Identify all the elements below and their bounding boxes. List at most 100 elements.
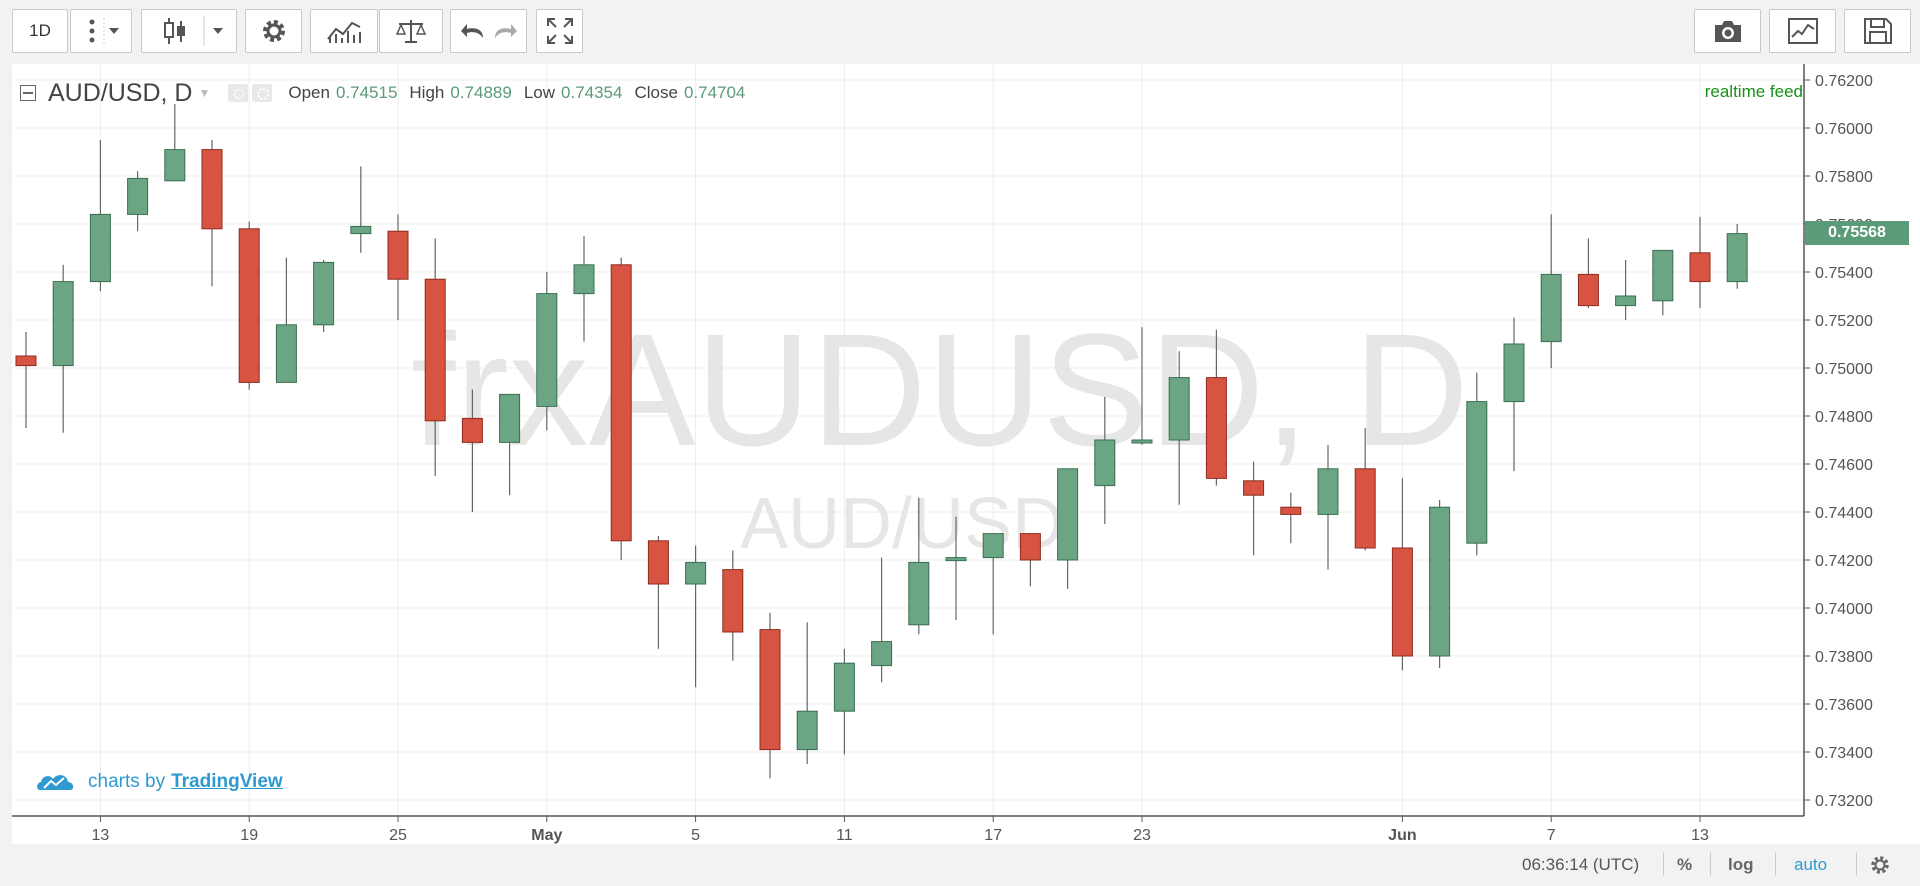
open-value: 0.74515 (335, 83, 398, 102)
candle[interactable] (1429, 500, 1451, 668)
percent-toggle[interactable]: % (1677, 855, 1693, 874)
candle[interactable] (1577, 238, 1599, 308)
candle[interactable] (1168, 351, 1190, 505)
candle[interactable] (1243, 461, 1265, 556)
candle-body (350, 225, 372, 235)
candle[interactable] (387, 214, 409, 320)
compare-button[interactable] (379, 9, 443, 53)
y-tick-label: 0.73800 (1815, 649, 1873, 666)
y-tick-label: 0.75400 (1815, 265, 1873, 282)
candle-body (1057, 468, 1079, 561)
symbol-title[interactable]: AUD/USD, D (48, 78, 193, 107)
candle[interactable] (127, 171, 149, 232)
candle[interactable] (1540, 214, 1562, 368)
time-axis[interactable]: 13 19 25 May 5 11 17 23 Jun 7 13 (92, 816, 1709, 844)
candle-body (1689, 252, 1711, 283)
compare-symbol-button[interactable] (1769, 9, 1836, 53)
candle[interactable] (945, 516, 967, 620)
candle[interactable] (722, 550, 744, 661)
eye-icon[interactable] (228, 84, 249, 102)
undo-icon[interactable] (459, 18, 489, 44)
y-tick-label: 0.74800 (1815, 409, 1873, 426)
candle-body (238, 228, 260, 383)
realtime-feed-label: realtime feed (1704, 82, 1803, 101)
x-tick-label: 7 (1547, 827, 1556, 844)
candle[interactable] (1094, 396, 1116, 524)
candle[interactable] (499, 393, 521, 496)
interval-button[interactable]: 1D (12, 9, 68, 53)
candle-body (1652, 249, 1674, 302)
more-dropdown-icon (89, 18, 119, 44)
candle[interactable] (1131, 327, 1153, 445)
candle[interactable] (350, 166, 372, 253)
redo-icon[interactable] (489, 18, 519, 44)
close-value: 0.74704 (683, 83, 746, 102)
indicators-button[interactable] (310, 9, 378, 53)
candle[interactable] (647, 536, 669, 649)
candles-icon (164, 16, 223, 46)
candle[interactable] (833, 648, 855, 755)
tradingview-credit[interactable]: charts by TradingView (36, 770, 283, 794)
candle[interactable] (759, 612, 781, 779)
credit-prefix: charts by (88, 771, 166, 792)
save-button[interactable] (1844, 9, 1911, 53)
candle-body (1243, 480, 1265, 496)
candle[interactable] (871, 557, 893, 683)
separator (1856, 852, 1857, 876)
candle-body (1131, 439, 1153, 444)
gear-icon[interactable] (252, 84, 273, 102)
chart-area[interactable] (12, 64, 1920, 844)
candle-body (1168, 377, 1190, 441)
auto-scale-toggle[interactable]: auto (1794, 855, 1828, 874)
gear-icon[interactable] (1868, 853, 1892, 877)
collapse-icon[interactable] (20, 85, 36, 101)
chart-style-button[interactable] (141, 9, 237, 53)
candle[interactable] (461, 389, 483, 512)
candle-body (536, 293, 558, 407)
candle[interactable] (164, 104, 186, 182)
candle[interactable] (1280, 492, 1302, 544)
candle-body (871, 641, 893, 667)
series-legend: AUD/USD, D ▼ Open 0.74515 High 0.74889 L… (20, 78, 745, 108)
undo-redo-group (450, 9, 527, 53)
candle[interactable] (1354, 428, 1376, 551)
candle[interactable] (908, 497, 930, 635)
candle[interactable] (1503, 317, 1525, 472)
candle[interactable] (1317, 444, 1339, 570)
candle[interactable] (982, 533, 1004, 635)
last-price-badge: 0.75568 (1805, 221, 1909, 245)
candle[interactable] (1019, 533, 1041, 587)
candle[interactable] (610, 257, 632, 560)
candle[interactable] (1391, 478, 1413, 671)
candle[interactable] (52, 264, 74, 433)
candle[interactable] (536, 272, 558, 431)
log-toggle[interactable]: log (1728, 855, 1754, 874)
candle[interactable] (1726, 224, 1748, 289)
candle[interactable] (685, 545, 707, 688)
candle[interactable] (89, 140, 111, 292)
candle[interactable] (796, 622, 818, 764)
tradingview-link[interactable]: TradingView (171, 771, 283, 792)
candle[interactable] (1205, 329, 1227, 486)
candle[interactable] (424, 238, 446, 476)
settings-button[interactable] (245, 9, 302, 53)
fullscreen-button[interactable] (536, 9, 583, 53)
candle[interactable] (1689, 216, 1711, 308)
price-axis[interactable]: 0.762000.760000.758000.756000.754000.752… (1804, 73, 1873, 810)
symbol-dropdown-icon[interactable]: ▼ (198, 86, 211, 100)
candle[interactable] (313, 260, 335, 332)
candle[interactable] (1652, 249, 1674, 316)
interval-menu-button[interactable] (70, 9, 132, 53)
candle[interactable] (238, 221, 260, 390)
candle[interactable] (573, 236, 595, 342)
candle[interactable] (201, 140, 223, 287)
candle-body (1466, 401, 1488, 544)
snapshot-button[interactable] (1694, 9, 1761, 53)
candle[interactable] (1615, 260, 1637, 320)
candle-body (127, 177, 149, 215)
candle[interactable] (15, 332, 37, 428)
candle[interactable] (1466, 372, 1488, 556)
candle[interactable] (275, 257, 297, 383)
candle[interactable] (1057, 468, 1079, 589)
